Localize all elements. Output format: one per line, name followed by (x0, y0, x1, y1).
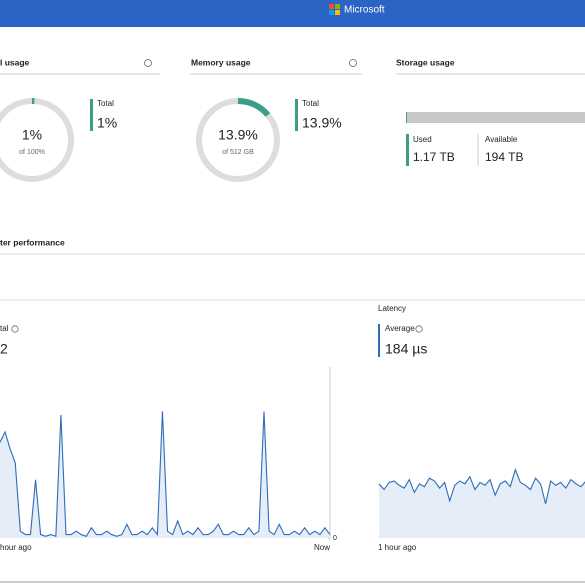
accent (90, 99, 93, 131)
total-label: Total (97, 99, 114, 108)
info-icon[interactable] (349, 59, 357, 67)
info-icon[interactable] (415, 325, 423, 333)
gauge-value: 13.9% (218, 127, 258, 143)
used-label: Used (413, 135, 432, 144)
used-value: 1.17 TB (413, 150, 455, 164)
storage-available (407, 112, 585, 123)
accent (406, 134, 409, 166)
gauge-arc (0, 98, 74, 182)
tile-title: Storage usage (396, 57, 455, 67)
tile-title: Memory usage (191, 57, 251, 67)
accent (378, 324, 380, 357)
gauge-sub: of 100% (19, 149, 45, 156)
x-label: Now (314, 543, 330, 552)
total-value: 1% (97, 115, 117, 131)
storage-used (406, 112, 408, 123)
stat-label: Average (385, 324, 415, 333)
gauge-arc (196, 98, 280, 182)
y-tick-label: 0 (333, 535, 337, 542)
section-title: ter performance (0, 237, 65, 247)
total-value: 13.9% (302, 115, 342, 131)
line (378, 467, 585, 504)
tile-title: l usage (0, 57, 30, 67)
logo (329, 4, 340, 15)
info-icon[interactable] (144, 59, 152, 67)
stat-label: tal (0, 324, 9, 333)
gauge-sub: of 512 GB (222, 149, 254, 156)
info-icon[interactable] (11, 325, 19, 333)
x-label: hour ago (0, 543, 32, 552)
area (379, 469, 585, 538)
chart-title: Latency (378, 304, 406, 313)
available-value: 194 TB (485, 150, 523, 164)
header-bar (0, 0, 585, 27)
line (0, 411, 331, 538)
x-label: 1 hour ago (378, 543, 417, 552)
total-label: Total (302, 99, 319, 108)
stat-value: 2 (0, 341, 8, 357)
brand: Microsoft (344, 5, 385, 16)
available-label: Available (485, 135, 518, 144)
gauge-value: 1% (22, 127, 42, 143)
stat-value: 184 µs (385, 341, 427, 357)
accent (295, 99, 298, 131)
